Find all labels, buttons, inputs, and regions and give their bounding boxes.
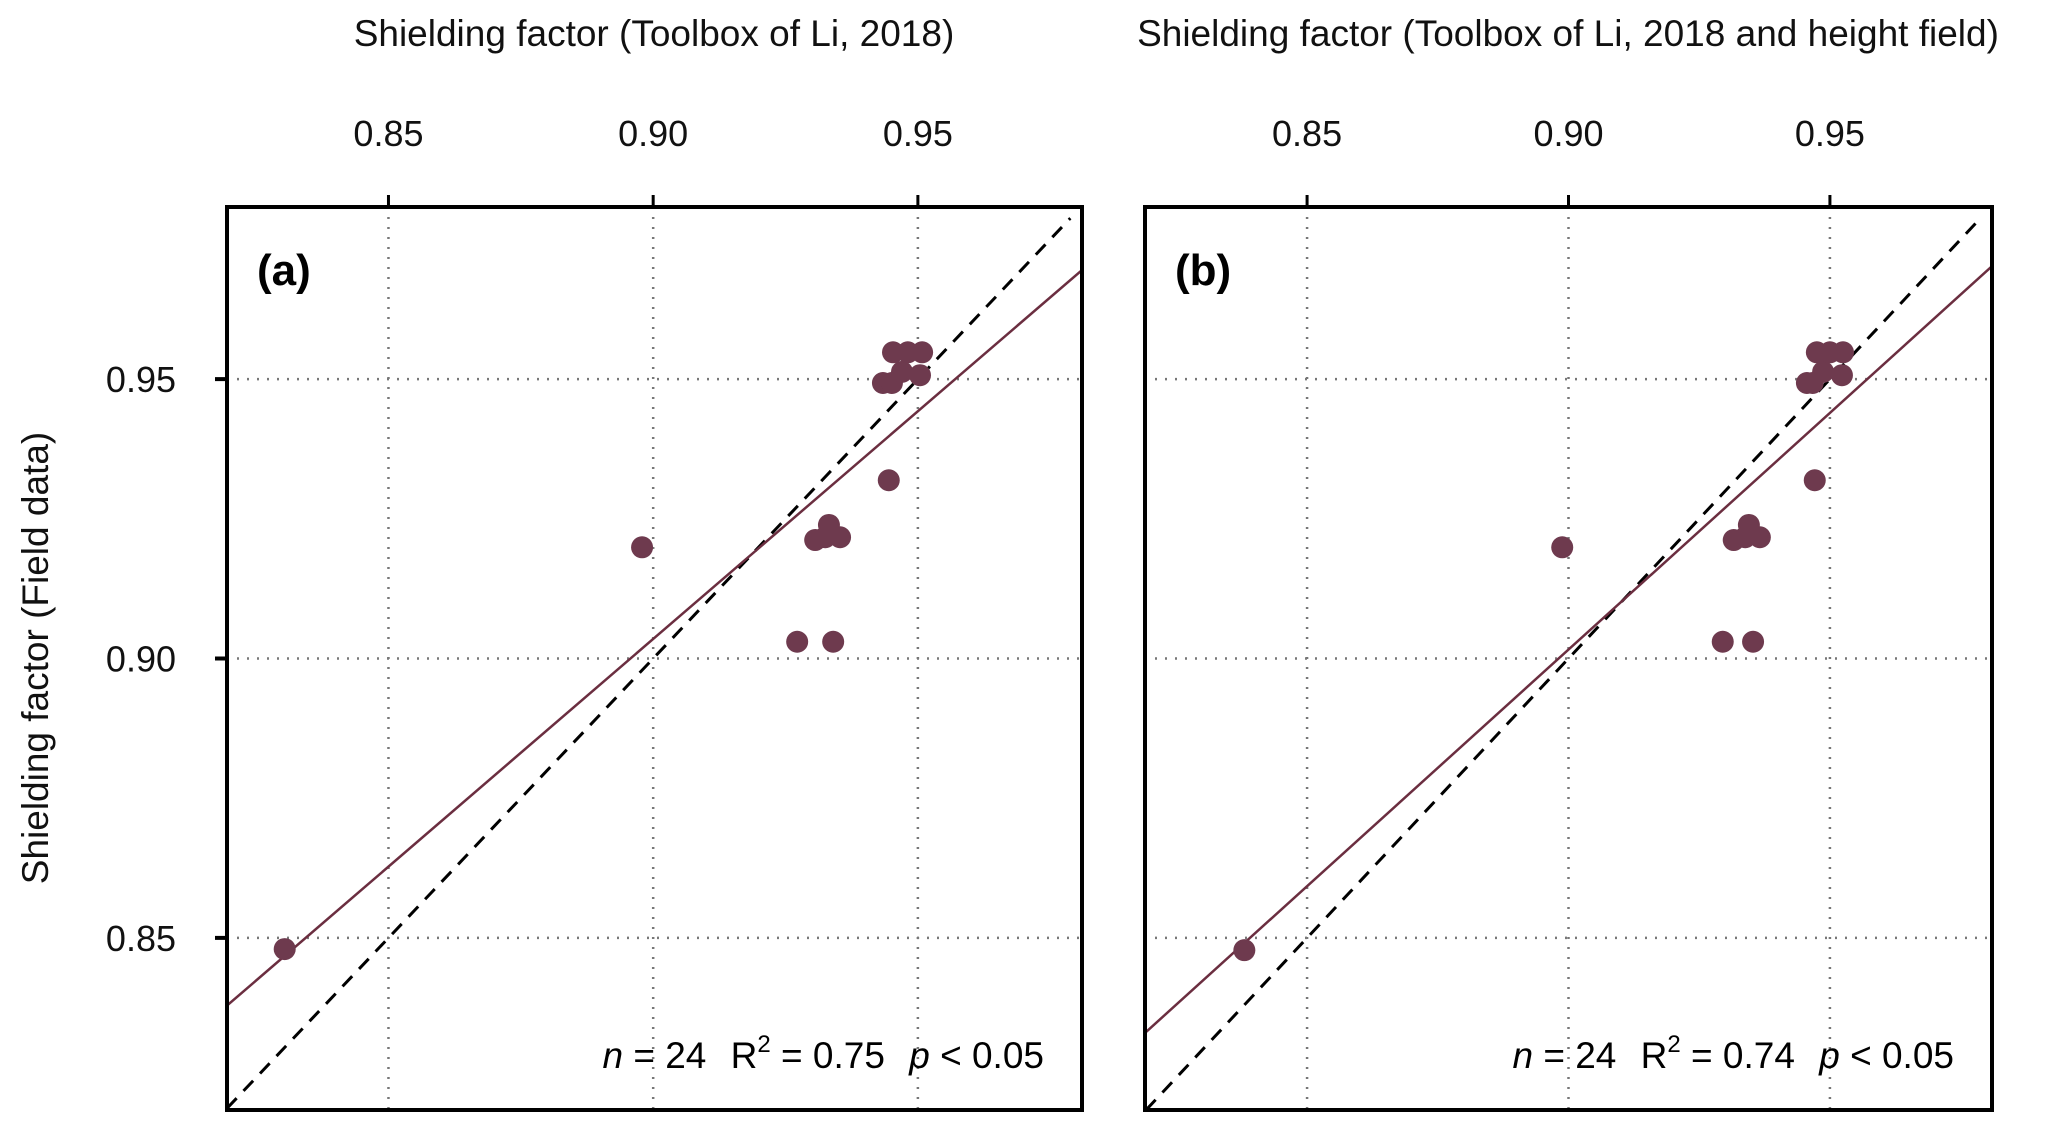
panel-a-data-point [786, 630, 809, 653]
panel-b-stats: n = 24 R2 = 0.74 p < 0.05 [1512, 1019, 1954, 1076]
panel-b: Shielding factor (Toolbox of Li, 2018 an… [1137, 13, 1999, 1112]
panel-a-data-point [911, 341, 934, 364]
panel-a-data-point [814, 526, 837, 549]
panel-b-data-point [1803, 469, 1826, 492]
panel-a-data-point [909, 364, 931, 387]
panel-b-data-point [1831, 341, 1854, 364]
panel-a-title: Shielding factor (Toolbox of Li, 2018) [354, 13, 955, 54]
panel-b-x-tick-label: 0.90 [1533, 113, 1603, 154]
panel-b-x-tick-label: 0.85 [1272, 113, 1342, 154]
panel-a: Shielding factor (Toolbox of Li, 2018) 0… [106, 13, 1084, 1112]
panel-a-y-tick-label: 0.85 [106, 918, 176, 959]
panel-a-x-tick-label: 0.90 [618, 113, 688, 154]
panel-b-data-point [1830, 364, 1853, 387]
panel-b-data-point [1711, 630, 1734, 653]
panel-b-data-point [1742, 630, 1765, 653]
panel-b-title: Shielding factor (Toolbox of Li, 2018 an… [1137, 13, 1999, 54]
panel-a-data-point [631, 536, 654, 559]
panel-b-data-point [1551, 536, 1574, 559]
panel-a-identity-line [227, 217, 1072, 1110]
panel-a-stats: n = 24 R2 = 0.75 p < 0.05 [602, 1019, 1044, 1076]
panel-a-frame [225, 205, 1084, 1112]
panel-a-data-point [273, 938, 296, 961]
panel-a-data-point [877, 469, 900, 492]
panel-a-regression-line [227, 269, 1082, 1007]
panel-b-regression-line [1145, 265, 1992, 1034]
panel-a-x-tick-label: 0.85 [353, 113, 423, 154]
y-axis-label: Shielding factor (Field data) [15, 432, 56, 884]
panel-a-data-point [822, 630, 845, 653]
panel-b-data-point [1734, 526, 1757, 549]
panel-b-x-tick-label: 0.95 [1795, 113, 1865, 154]
panel-b-label: (b) [1175, 246, 1231, 295]
panel-b-data-point [1812, 360, 1835, 383]
panel-b-identity-line [1145, 217, 1982, 1110]
panel-a-data-point [891, 360, 913, 383]
panel-a-label: (a) [257, 246, 311, 295]
panel-b-frame [1143, 205, 1994, 1112]
panel-a-x-tick-label: 0.95 [883, 113, 953, 154]
panel-a-y-tick-label: 0.95 [106, 359, 176, 400]
panel-b-data-point [1233, 939, 1256, 962]
panel-a-y-tick-label: 0.90 [106, 639, 176, 680]
